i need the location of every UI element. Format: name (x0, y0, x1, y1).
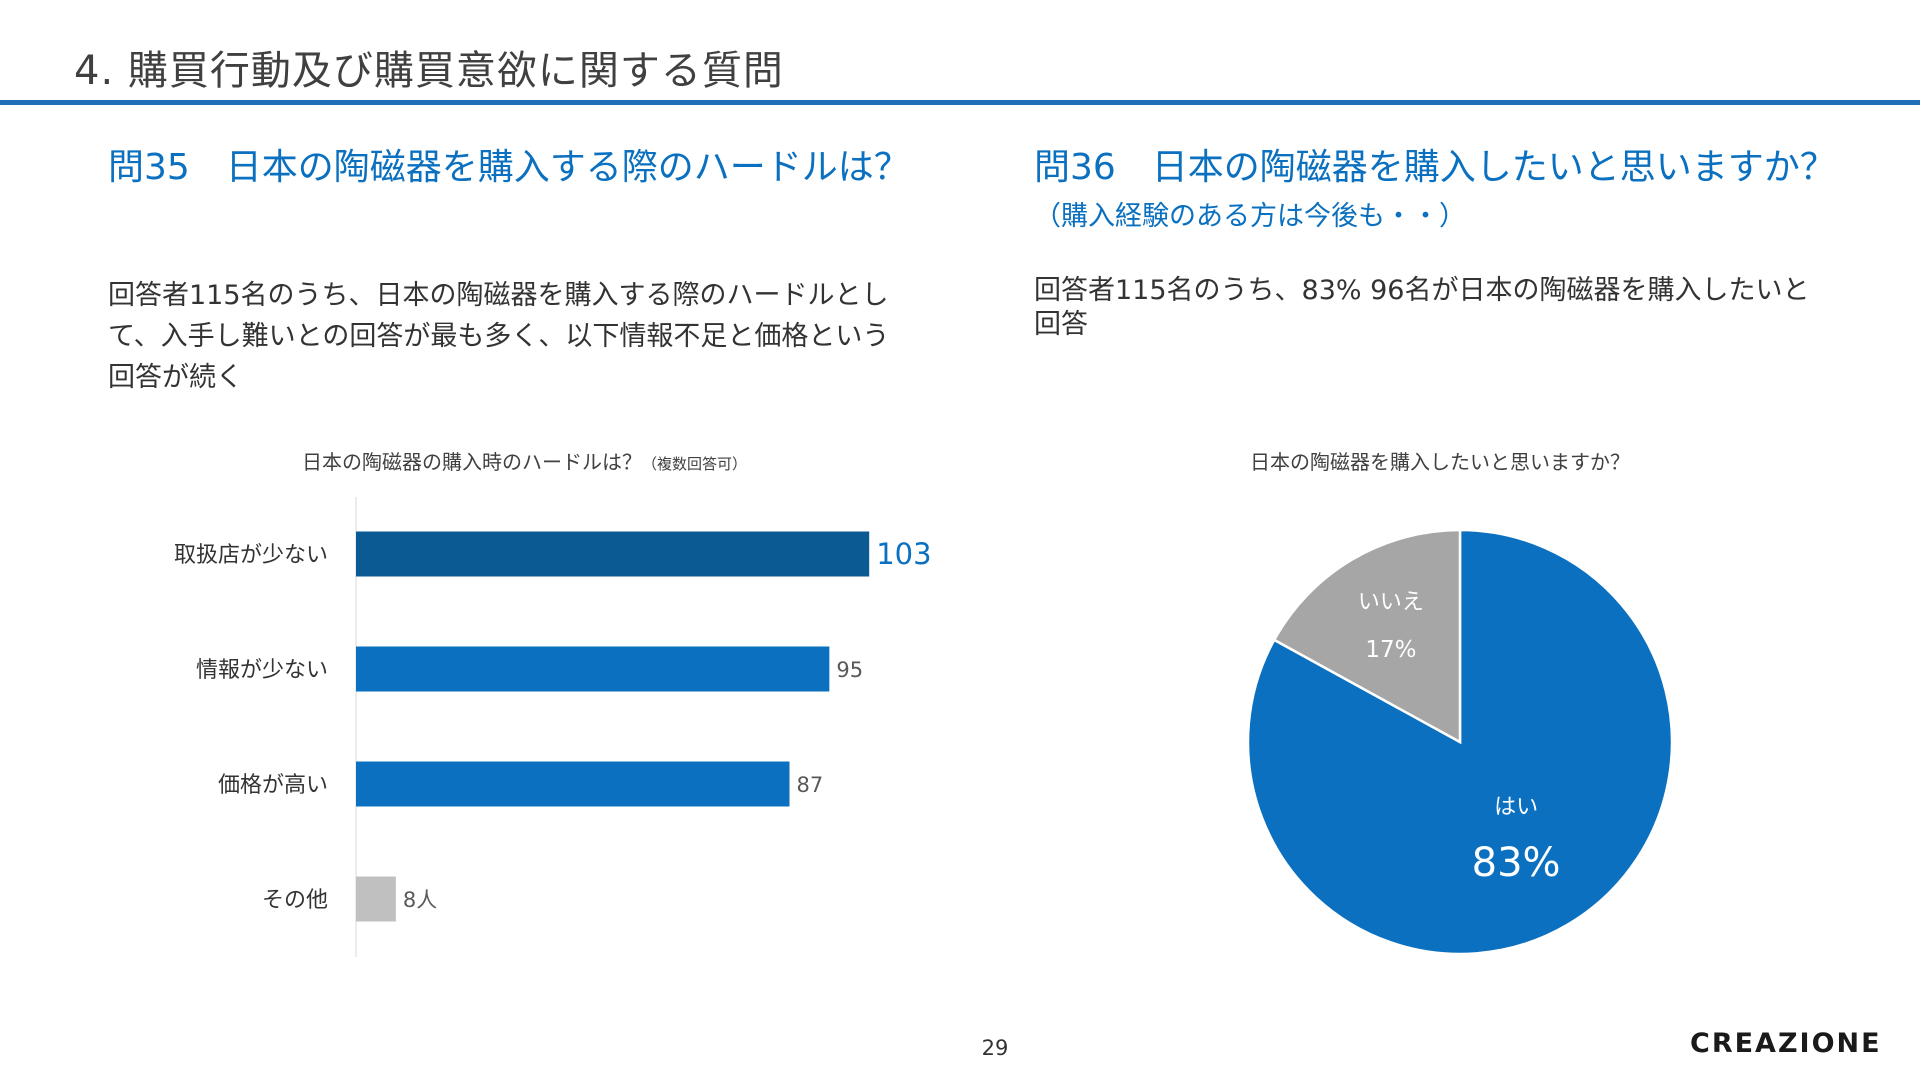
bar-chart: 取扱店が少ない 103 情報が少ない 95 価格が高い 87 その他 8人 (174, 497, 932, 957)
pie-slice-label: いいえ (1358, 590, 1424, 615)
bar (356, 531, 870, 577)
pie-slice (1246, 528, 1674, 956)
q36-heading-note: （購入経験のある方は今後も・・） (1034, 201, 1466, 232)
q36-body: 回答者115名のうち、83% 96名が日本の陶磁器を購入したいと回答 (1034, 275, 1810, 340)
slide-title: 4. 購買行動及び購買意欲に関する質問 (74, 48, 784, 94)
pie-slice (1272, 528, 1462, 745)
bar (356, 646, 830, 692)
q35-heading-text: 問35 日本の陶磁器を購入する際のハードルは？ (108, 147, 910, 188)
bar-category-label: その他 (262, 888, 328, 913)
bar-category-label: 価格が高い (218, 773, 328, 798)
pie-value-label: 83% (1472, 840, 1561, 886)
q36-heading: 問36 日本の陶磁器を購入したいと思いますか？ （購入経験のある方は今後も・・） (1034, 145, 1874, 240)
bar-category-label: 情報が少ない (196, 658, 328, 683)
bar-category-label: 取扱店が少ない (174, 543, 328, 568)
bar-chart-title-text: 日本の陶磁器の購入時のハードルは？ (302, 450, 642, 474)
q35-heading: 問35 日本の陶磁器を購入する際のハードルは？ (108, 145, 928, 191)
title-rule (0, 100, 1920, 105)
bar-value-label: 103 (876, 537, 931, 571)
bar (356, 876, 396, 922)
pie-slice-label: はい (1494, 795, 1538, 820)
pie-chart: はい 83% いいえ 17% (1246, 528, 1674, 956)
pie-value-label: 17% (1365, 637, 1416, 663)
bar-value-label: 8人 (403, 888, 437, 912)
page-number: 29 (981, 1036, 1009, 1060)
bar-value-label: 87 (796, 773, 823, 797)
bar-value-label: 95 (836, 658, 863, 682)
q36-heading-text: 問36 日本の陶磁器を購入したいと思いますか？ (1034, 147, 1836, 188)
brand-logo: CREAZIONE (1690, 1028, 1882, 1059)
pie-chart-title: 日本の陶磁器を購入したいと思いますか？ (1250, 450, 1630, 474)
bar (356, 761, 790, 807)
bar-chart-title: 日本の陶磁器の購入時のハードルは？（複数回答可） (302, 446, 747, 475)
q35-body: 回答者115名のうち、日本の陶磁器を購入する際のハードルとして、入手し難いとの回… (108, 280, 890, 393)
bar-chart-title-note: （複数回答可） (642, 455, 748, 473)
